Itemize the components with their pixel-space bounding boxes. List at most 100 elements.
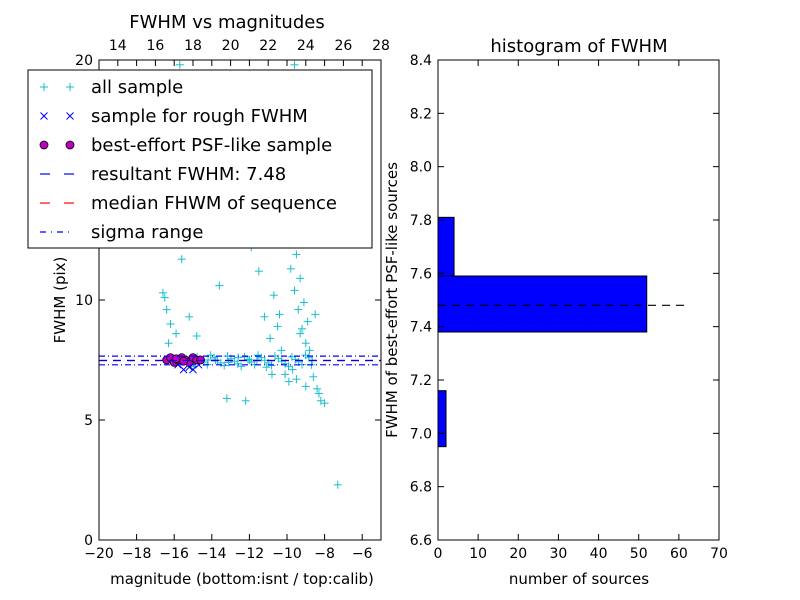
right-x-tick-label: 50 [630, 546, 648, 562]
legend-x-marker [40, 112, 48, 120]
legend-label: resultant FWHM: 7.48 [91, 164, 286, 185]
all-sample-point [296, 274, 305, 283]
right-plot: 0 10 20 30 40 50 60 70 6.6 6.8 7.0 7.2 7.4 7.6 7.8 8.0… [383, 36, 728, 588]
rough-fwhm-point [179, 365, 188, 374]
all-sample-point [162, 305, 171, 314]
histogram-bar [437, 216, 455, 277]
left-y-tick-label: 20 [75, 53, 93, 69]
all-sample-point [313, 384, 322, 393]
legend-entry: resultant FWHM: 7.48 [40, 164, 286, 185]
all-sample-point [262, 363, 271, 372]
all-sample-point [281, 370, 290, 379]
right-y-tick-label: 8.0 [410, 160, 432, 176]
right-x-tick-label: 60 [670, 546, 688, 562]
all-sample-point [260, 312, 269, 321]
left-x-tick-label: −10 [272, 546, 302, 562]
all-sample-point [303, 317, 312, 326]
all-sample-point [311, 310, 320, 319]
left-top-tick-label: 26 [334, 38, 352, 54]
right-y-tick-label: 7.4 [410, 320, 432, 336]
left-top-tick-label: 16 [146, 38, 164, 54]
all-sample-point [320, 399, 329, 408]
all-sample-point [269, 291, 278, 300]
all-sample-point [275, 310, 284, 319]
all-sample-point [267, 370, 276, 379]
legend-entry: best-effort PSF-like sample [39, 135, 332, 156]
legend-label: best-effort PSF-like sample [91, 135, 332, 156]
left-x-tick-label: −20 [84, 546, 114, 562]
right-y-axis-label: FWHM of best-effort PSF-like sources [383, 162, 401, 438]
left-top-tick-label: 28 [372, 38, 390, 54]
all-sample-point [215, 281, 224, 290]
all-sample-point [301, 382, 310, 391]
right-y-tick-label: 8.4 [410, 53, 432, 69]
right-x-tick-label: 20 [509, 546, 527, 562]
legend-circle-marker [39, 140, 49, 150]
all-sample-point [333, 480, 342, 489]
legend-entry: sigma range [40, 222, 203, 243]
histogram-bar [437, 390, 447, 448]
all-sample-point [220, 361, 229, 370]
all-sample-point [288, 365, 297, 374]
all-sample-point [314, 389, 323, 398]
legend-label: all sample [91, 77, 183, 98]
right-y-tick-label: 7.6 [410, 266, 432, 282]
histogram-bar [437, 275, 648, 333]
all-sample-point [298, 324, 307, 333]
all-sample-point [192, 332, 201, 340]
right-y-tick-label: 7.0 [410, 426, 432, 442]
right-x-tick-label: 70 [710, 546, 728, 562]
all-sample-point [175, 60, 184, 69]
left-y-axis-label: FWHM (pix) [51, 257, 69, 344]
all-sample-point [166, 320, 175, 328]
left-x-tick-label: −8 [314, 546, 335, 562]
left-top-tick-label: 14 [109, 38, 127, 54]
all-sample-point [172, 329, 181, 338]
left-x-axis-label: magnitude (bottom:isnt / top:calib) [110, 570, 374, 588]
all-sample-point [284, 362, 293, 371]
legend: all sample sample for rough FWHM best-effo… [27, 69, 373, 249]
all-sample-point [267, 361, 276, 370]
all-sample-point [237, 362, 246, 371]
left-x-tick-label: −18 [122, 546, 152, 562]
all-sample-point [305, 346, 314, 355]
left-top-tick-label: 22 [259, 38, 277, 54]
left-x-tick-label: −16 [159, 546, 189, 562]
all-sample-point [185, 312, 194, 321]
legend-label: sample for rough FWHM [91, 106, 308, 127]
all-sample-point [160, 293, 169, 302]
right-plot-frame [437, 59, 720, 541]
right-y-tick-label: 7.2 [410, 373, 432, 389]
right-x-tick-label: 40 [590, 546, 608, 562]
right-x-axis-label: number of sources [509, 570, 649, 588]
right-x-tick-label: 10 [469, 546, 487, 562]
right-x-tick-label: 30 [550, 546, 568, 562]
all-sample-point [286, 264, 295, 273]
legend-entry: sample for rough FWHM [40, 106, 308, 127]
legend-label: median FHWM of sequence [91, 193, 337, 214]
all-sample-point [296, 329, 305, 338]
right-y-tick-label: 6.8 [410, 480, 432, 496]
all-sample-point [266, 334, 275, 343]
legend-box [27, 69, 373, 249]
right-x-tick-label: 0 [434, 546, 443, 562]
all-sample-point [222, 394, 231, 403]
legend-label: sigma range [91, 222, 203, 243]
legend-plus-marker [66, 83, 74, 91]
left-y-tick-label: 10 [75, 293, 93, 309]
legend-circle-marker [65, 140, 75, 150]
all-sample-point [292, 375, 301, 384]
right-chart-title: histogram of FWHM [490, 36, 667, 57]
legend-plus-marker [40, 83, 48, 91]
all-sample-point [273, 322, 282, 331]
all-sample-point [301, 339, 310, 348]
all-sample-point [164, 339, 173, 348]
all-sample-point [290, 286, 299, 295]
all-sample-point [177, 255, 186, 264]
all-sample-point [204, 356, 213, 364]
all-sample-point [277, 346, 286, 355]
all-sample-point [284, 377, 293, 386]
psf-like-point [179, 356, 189, 366]
left-top-tick-label: 18 [184, 38, 202, 54]
rough-fwhm-point [189, 365, 197, 374]
